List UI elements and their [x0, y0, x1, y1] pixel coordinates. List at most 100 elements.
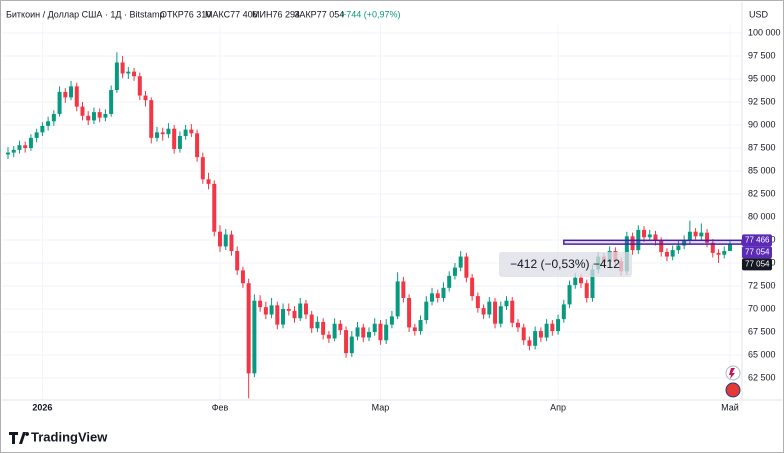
candle-body: [309, 314, 314, 329]
candle-body: [407, 297, 412, 328]
candle-body: [727, 244, 732, 251]
candle-body: [699, 232, 704, 237]
candle-body: [286, 309, 291, 311]
candle-body: [538, 331, 543, 338]
candle-body: [34, 132, 39, 138]
candle-body: [452, 267, 457, 276]
candle-body: [447, 275, 452, 288]
candle-body: [510, 300, 515, 323]
candle-body: [149, 100, 154, 138]
candle-body: [63, 91, 68, 98]
candle-body: [533, 331, 538, 346]
candle-body: [653, 234, 658, 241]
candle-body: [579, 277, 583, 284]
y-tick-label: 67 500: [748, 326, 776, 336]
candle-body: [126, 71, 131, 74]
candle-body: [40, 125, 45, 133]
candle-body: [281, 309, 286, 325]
y-tick-label: 85 000: [748, 165, 776, 175]
candle-body: [647, 234, 652, 238]
chart-title: Биткоин / Доллар США · 1Д · Bitstamp: [6, 9, 164, 19]
candle-body: [166, 128, 171, 135]
candle-body: [17, 145, 22, 150]
candle-body: [372, 323, 377, 332]
candle-body: [556, 319, 561, 332]
candle-body: [292, 310, 297, 319]
candle-body: [705, 232, 710, 243]
candle-body: [160, 132, 165, 135]
candle-body: [664, 251, 669, 257]
candle-body: [183, 129, 188, 137]
candle-body: [464, 256, 469, 278]
x-tick-label: Мар: [372, 402, 390, 412]
price-label: 77 054: [745, 247, 770, 256]
flag-icon[interactable]: [725, 382, 741, 398]
y-tick-label: 92 500: [748, 96, 776, 106]
y-tick-label: 100 000: [748, 27, 781, 37]
y-tick-label: 70 000: [748, 303, 776, 313]
candle-body: [470, 277, 475, 297]
candle-body: [435, 293, 440, 298]
y-tick-label: 97 500: [748, 50, 776, 60]
candle-body: [682, 240, 687, 246]
x-tick-label: Фев: [212, 402, 229, 412]
candle-body: [515, 322, 520, 328]
candle-body: [200, 157, 205, 180]
candle-body: [430, 293, 435, 302]
candle-body: [389, 316, 394, 325]
x-tick-label: Май: [721, 402, 739, 412]
candle-body: [630, 236, 635, 251]
candle-body: [189, 129, 194, 134]
measure-label: −412 (−0,53%) −412: [510, 257, 620, 271]
candle-body: [395, 281, 400, 317]
candle-body: [321, 321, 326, 335]
candle-body: [544, 323, 549, 338]
measure-label-box: [499, 252, 632, 277]
y-tick-label: 62 500: [748, 372, 776, 382]
candle-body: [235, 251, 240, 271]
candle-body: [670, 250, 675, 257]
candle-body: [6, 152, 10, 155]
y-tick-label: 90 000: [748, 119, 776, 129]
candle-body: [567, 285, 572, 305]
candle-body: [475, 296, 480, 309]
candle-body: [28, 137, 33, 148]
candle-body: [269, 305, 274, 315]
brand: TradingView: [31, 429, 108, 444]
y-tick-label: 87 500: [748, 142, 776, 152]
candle-body: [687, 231, 692, 240]
candle-body: [338, 323, 343, 331]
candle-body: [458, 256, 463, 268]
price-label-box: [742, 258, 772, 271]
currency: USD: [749, 9, 769, 19]
price-label-box: [742, 246, 772, 259]
y-tick-label: 82 500: [748, 188, 776, 198]
candle-body: [195, 133, 200, 158]
candle-body: [326, 334, 331, 339]
candle-body: [120, 62, 125, 74]
candle-body: [590, 269, 595, 298]
candle-body: [114, 62, 119, 91]
overlay: −412 (−0,53%) −412 77 466 77 054 77 054: [499, 234, 772, 277]
candle-body: [521, 327, 526, 341]
candle-body: [693, 231, 698, 237]
candle-body: [223, 234, 228, 247]
candle-body: [418, 320, 423, 332]
candle-body: [361, 327, 366, 338]
candle-body: [109, 90, 114, 114]
candle-body: [676, 245, 681, 251]
candle-body: [527, 340, 532, 346]
open-value: ОТКР76 310: [160, 9, 211, 19]
candle-body: [659, 240, 664, 252]
candle-body: [722, 251, 727, 255]
candle-body: [172, 128, 177, 149]
candle-body: [561, 304, 566, 320]
candle-body: [298, 303, 303, 319]
candle-body: [384, 324, 389, 341]
logo: TradingView: [9, 429, 108, 444]
candle-body: [424, 301, 429, 321]
price-label-box: [742, 234, 772, 247]
close-value: ЗАКР77 054: [294, 9, 344, 19]
